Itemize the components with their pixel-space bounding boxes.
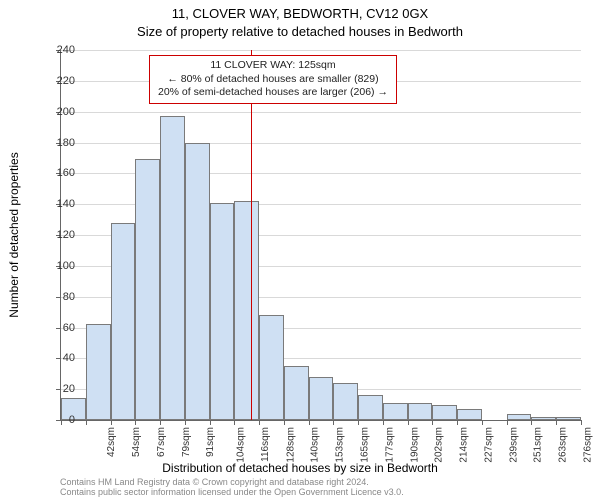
xtick-label: 190sqm (409, 427, 420, 463)
xtick-label: 54sqm (131, 427, 142, 457)
xtick-mark (383, 420, 384, 425)
ytick-label: 0 (25, 414, 75, 426)
xtick-mark (482, 420, 483, 425)
annotation-line: 20% of semi-detached houses are larger (… (158, 86, 388, 100)
xtick-label: 67sqm (156, 427, 167, 457)
ytick-label: 40 (25, 352, 75, 364)
xtick-label: 239sqm (508, 427, 519, 463)
ytick-label: 20 (25, 383, 75, 395)
xtick-mark (581, 420, 582, 425)
xtick-mark (309, 420, 310, 425)
footer-line-2: Contains public sector information licen… (60, 488, 404, 498)
ytick-label: 80 (25, 291, 75, 303)
footer-attribution: Contains HM Land Registry data © Crown c… (60, 478, 404, 498)
xtick-label: 79sqm (181, 427, 192, 457)
ytick-label: 100 (25, 260, 75, 272)
gridline-h (61, 50, 581, 51)
subject-marker-line (251, 50, 252, 420)
xtick-label: 202sqm (434, 427, 445, 463)
xtick-label: 140sqm (310, 427, 321, 463)
xtick-label: 227sqm (483, 427, 494, 463)
xtick-mark (185, 420, 186, 425)
histogram-bar (234, 201, 259, 420)
xtick-mark (284, 420, 285, 425)
histogram-bar (160, 116, 185, 420)
xtick-label: 276sqm (582, 427, 593, 463)
x-axis-label: Distribution of detached houses by size … (0, 461, 600, 475)
chart-title-address: 11, CLOVER WAY, BEDWORTH, CV12 0GX (0, 6, 600, 21)
ytick-label: 60 (25, 322, 75, 334)
xtick-mark (210, 420, 211, 425)
histogram-bar (259, 315, 284, 420)
ytick-label: 240 (25, 44, 75, 56)
xtick-mark (408, 420, 409, 425)
xtick-mark (160, 420, 161, 425)
xtick-mark (457, 420, 458, 425)
xtick-mark (358, 420, 359, 425)
xtick-label: 165sqm (360, 427, 371, 463)
xtick-label: 104sqm (236, 427, 247, 463)
ytick-label: 220 (25, 75, 75, 87)
ytick-label: 160 (25, 167, 75, 179)
xtick-mark (86, 420, 87, 425)
histogram-bar (531, 417, 556, 420)
xtick-label: 91sqm (205, 427, 216, 457)
xtick-mark (259, 420, 260, 425)
histogram-bar (556, 417, 581, 420)
xtick-label: 214sqm (459, 427, 470, 463)
histogram-bar (284, 366, 309, 420)
xtick-label: 153sqm (335, 427, 346, 463)
ytick-label: 140 (25, 198, 75, 210)
histogram-bar (185, 143, 210, 421)
chart-title-description: Size of property relative to detached ho… (0, 24, 600, 39)
gridline-h (61, 112, 581, 113)
xtick-mark (556, 420, 557, 425)
gridline-h (61, 143, 581, 144)
xtick-mark (531, 420, 532, 425)
histogram-bar (111, 223, 136, 420)
xtick-mark (111, 420, 112, 425)
annotation-box: 11 CLOVER WAY: 125sqm← 80% of detached h… (149, 55, 397, 104)
annotation-line: ← 80% of detached houses are smaller (82… (158, 73, 388, 87)
histogram-bar (86, 324, 111, 420)
xtick-mark (333, 420, 334, 425)
histogram-bar (358, 395, 383, 420)
xtick-label: 128sqm (285, 427, 296, 463)
histogram-bar (507, 414, 532, 420)
histogram-bar (383, 403, 408, 420)
histogram-bar (309, 377, 334, 420)
xtick-mark (507, 420, 508, 425)
xtick-mark (234, 420, 235, 425)
histogram-bar (432, 405, 457, 420)
y-axis-label: Number of detached properties (7, 152, 21, 317)
xtick-mark (135, 420, 136, 425)
ytick-label: 120 (25, 229, 75, 241)
xtick-label: 251sqm (533, 427, 544, 463)
histogram-bar (408, 403, 433, 420)
xtick-label: 263sqm (558, 427, 569, 463)
histogram-bar (210, 203, 235, 420)
ytick-label: 180 (25, 137, 75, 149)
histogram-bar (333, 383, 358, 420)
xtick-label: 116sqm (260, 427, 271, 462)
xtick-mark (432, 420, 433, 425)
xtick-label: 177sqm (384, 427, 395, 463)
xtick-label: 42sqm (106, 427, 117, 457)
ytick-label: 200 (25, 106, 75, 118)
histogram-bar (135, 159, 160, 420)
histogram-plot-area: 11 CLOVER WAY: 125sqm← 80% of detached h… (60, 50, 581, 421)
annotation-line: 11 CLOVER WAY: 125sqm (158, 59, 388, 73)
histogram-bar (457, 409, 482, 420)
